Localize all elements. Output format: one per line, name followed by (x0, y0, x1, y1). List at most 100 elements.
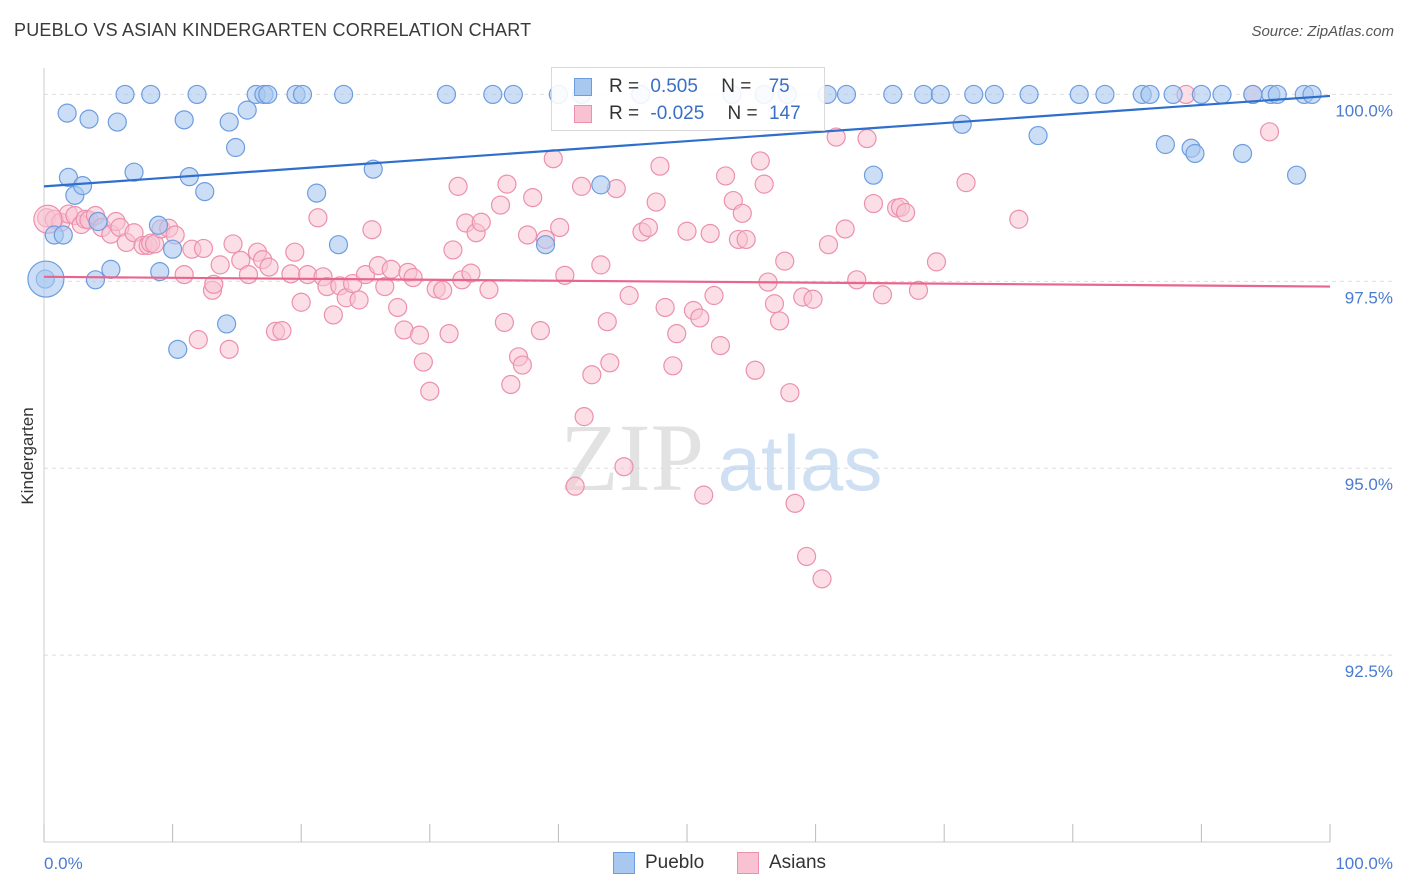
asians-point (501, 374, 521, 395)
pueblo-point (836, 84, 857, 105)
asians-point (188, 330, 208, 350)
pueblo-point (258, 84, 278, 105)
asians-point (775, 251, 795, 271)
asians-point (174, 264, 194, 285)
legend-n-value: 75 (768, 76, 790, 97)
asians-point (308, 208, 328, 228)
asians-point (750, 151, 770, 171)
asians-point (872, 285, 893, 305)
asians-point (448, 176, 468, 196)
pueblo-point (150, 262, 170, 282)
asians-point (530, 321, 550, 341)
asians-point (591, 255, 611, 275)
pueblo-point (964, 84, 984, 105)
asians-point (223, 234, 243, 254)
asians-point (238, 264, 259, 285)
pueblo-point (363, 159, 383, 179)
asians-point (857, 128, 877, 149)
pueblo-point (174, 110, 194, 130)
asians-points (33, 84, 1280, 589)
pueblo-point (195, 182, 215, 202)
legend-r-label: R = (609, 76, 640, 97)
asians-point (764, 294, 785, 314)
pueblo-point (168, 339, 188, 359)
asians-point (677, 221, 697, 241)
pueblo-point (53, 225, 73, 245)
x-tick-label: 100.0% (1335, 854, 1393, 873)
pueblo-point (292, 84, 313, 105)
pueblo-point (1191, 84, 1212, 105)
pueblo-point (1163, 84, 1183, 105)
legend-n-label: N = (721, 76, 752, 97)
asians-point (259, 257, 279, 277)
asians-point (796, 546, 817, 567)
asians-point (710, 336, 731, 356)
pueblo-point (591, 175, 611, 195)
pueblo-point (1212, 84, 1232, 105)
y-tick-label: 95.0% (1345, 475, 1393, 494)
pueblo-point-large (27, 260, 65, 298)
pueblo-swatch (613, 852, 635, 874)
asians-point (403, 267, 423, 288)
asians-point (690, 308, 710, 328)
legend-r-value: 0.505 (650, 76, 698, 97)
asians-point (550, 217, 570, 238)
legend-n-label: N = (727, 103, 758, 124)
pueblo-point (124, 162, 144, 182)
asians-point (574, 407, 594, 427)
asians-point (285, 242, 305, 262)
legend-n-value: 147 (768, 103, 801, 124)
asians-point (638, 217, 659, 238)
pueblo-point (1028, 125, 1048, 146)
legend-swatch-asians (574, 105, 592, 123)
asians-point (812, 569, 832, 589)
asians-point (490, 195, 511, 215)
pueblo-point (914, 84, 934, 105)
pueblo-point (1140, 84, 1160, 105)
asians-point (715, 166, 736, 186)
watermark: ZIP atlas (560, 404, 882, 511)
asians-point (694, 485, 714, 505)
asians-point (517, 225, 538, 245)
asians-point (420, 381, 440, 401)
asians-point (769, 311, 790, 331)
asians-point (736, 229, 756, 250)
asians-point (818, 235, 839, 255)
asians-point (291, 292, 311, 312)
asians-point (646, 192, 666, 212)
pueblo-point (328, 235, 349, 255)
asians-point (388, 297, 408, 318)
axis-labels: 92.5% 95.0% 97.5% 100.0% 0.0% 100.0% Kindergar… (18, 101, 1393, 873)
asians-point (582, 365, 602, 385)
asians-point (409, 325, 430, 345)
pueblo-point (483, 84, 503, 105)
asians-point (667, 324, 687, 344)
correlation-legend: R = 0.505 N = 75 R = -0.025 N = 147 (551, 67, 825, 131)
asians-point (614, 457, 634, 477)
asians-point (926, 252, 947, 272)
asians-point (896, 202, 916, 223)
asians-point (471, 212, 491, 232)
pueblo-point (1232, 143, 1253, 164)
asians-point (565, 476, 585, 496)
pueblo-point (107, 112, 127, 132)
pueblo-point (1155, 134, 1175, 155)
asians-point (523, 187, 543, 208)
asians-point (204, 274, 224, 294)
axes (43, 68, 1331, 843)
legend-swatch-pueblo (574, 78, 592, 96)
pueblo-point (307, 183, 327, 203)
asians-point (732, 203, 752, 223)
pueblo-point (883, 84, 903, 105)
pueblo-point (535, 235, 556, 255)
pueblo-point (226, 137, 246, 158)
asians-point (863, 193, 884, 214)
asians-trend-line (43, 275, 1331, 288)
pueblo-point (58, 167, 79, 188)
watermark-atlas: atlas (718, 419, 883, 507)
pueblo-point (88, 211, 108, 232)
asians-point (381, 259, 401, 279)
pueblo-point (436, 84, 457, 105)
asians-point (375, 276, 395, 297)
